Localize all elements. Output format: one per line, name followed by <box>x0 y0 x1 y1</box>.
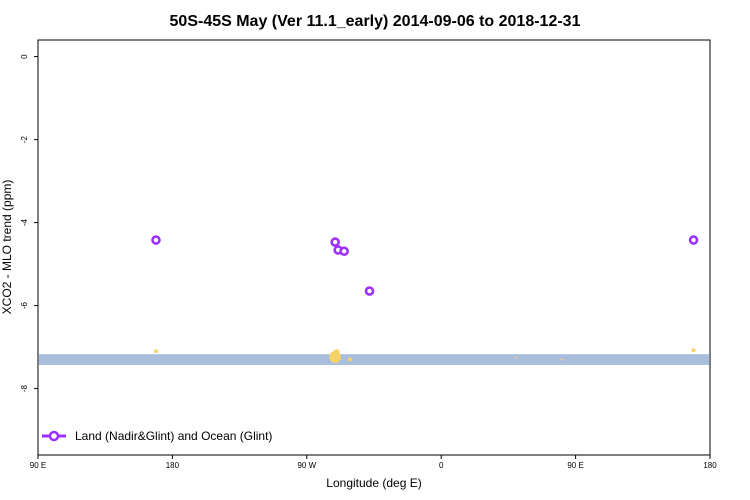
y-tick-label: 0 <box>20 54 29 59</box>
y-tick-label: -6 <box>20 301 29 309</box>
x-axis-label: Longitude (deg E) <box>326 476 421 490</box>
x-tick-label: 180 <box>703 461 717 470</box>
y-axis: 0 -2 -4 -6 -8 <box>20 54 38 392</box>
legend-label: Land (Nadir&Glint) and Ocean (Glint) <box>75 429 272 443</box>
minor-point <box>561 358 564 361</box>
minor-point <box>348 357 353 362</box>
data-point <box>339 246 349 257</box>
minor-point <box>333 349 340 356</box>
reference-band <box>39 354 709 365</box>
chart-title: 50S-45S May (Ver 11.1_early) 2014-09-06 … <box>170 13 581 30</box>
data-point <box>688 235 699 245</box>
minor-point <box>514 356 517 359</box>
x-axis: 90 E 180 90 W 0 90 E 180 <box>30 455 717 470</box>
band-layer <box>39 354 709 365</box>
data-point <box>364 286 375 296</box>
x-tick-label: 90 W <box>297 461 316 470</box>
minor-point <box>153 349 158 354</box>
plot-frame <box>37 39 711 456</box>
points-layer <box>151 235 699 364</box>
x-tick-label: 90 E <box>30 461 46 470</box>
x-tick-label: 0 <box>439 461 444 470</box>
legend: Land (Nadir&Glint) and Ocean (Glint) <box>42 429 272 443</box>
data-point <box>151 235 161 245</box>
minor-point <box>691 348 696 353</box>
x-tick-label: 180 <box>166 461 180 470</box>
y-tick-label: -2 <box>20 135 29 143</box>
x-tick-label: 90 E <box>567 461 583 470</box>
y-tick-label: -8 <box>20 384 29 392</box>
data-point <box>330 237 340 247</box>
y-tick-label: -4 <box>20 218 29 226</box>
y-axis-label: XCO2 - MLO trend (ppm) <box>0 180 14 315</box>
legend-marker <box>48 430 60 442</box>
